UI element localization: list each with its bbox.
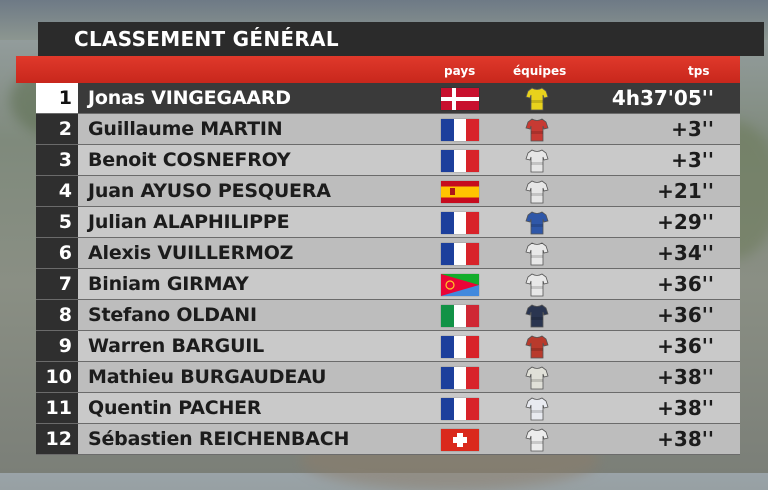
france-flag-icon [441, 336, 479, 358]
switzerland-flag-icon [441, 429, 479, 451]
time-gap: +3'' [671, 148, 714, 172]
eritrea-flag-icon [441, 274, 479, 296]
rider-name: Stefano OLDANI [88, 304, 257, 326]
standings-row: 5 Julian ALAPHILIPPE +29'' [36, 207, 740, 238]
team-jersey-icon [525, 117, 549, 143]
rider-name: Alexis VUILLERMOZ [88, 242, 294, 264]
standings-rows: 1 Jonas VINGEGAARD 4h37'05'' 2 Guillaume… [36, 83, 740, 455]
team-jersey-icon [525, 427, 549, 453]
time-gap: +29'' [657, 210, 714, 234]
france-flag-icon [441, 150, 479, 172]
team-jersey-icon [525, 179, 549, 205]
france-flag-icon [441, 119, 479, 141]
rider-name: Benoit COSNEFROY [88, 149, 291, 171]
time-gap: +36'' [657, 303, 714, 327]
rank-cell: 8 [36, 300, 78, 330]
rank-cell: 10 [36, 362, 78, 392]
team-jersey-icon [525, 272, 549, 298]
team-jersey-icon [525, 241, 549, 267]
standings-row: 11 Quentin PACHER +38'' [36, 393, 740, 424]
rank-cell: 1 [36, 83, 78, 113]
rider-name: Warren BARGUIL [88, 335, 265, 357]
france-flag-icon [441, 398, 479, 420]
standings-row: 9 Warren BARGUIL +36'' [36, 331, 740, 362]
time-gap: +3'' [671, 117, 714, 141]
standings-title: CLASSEMENT GÉNÉRAL [38, 22, 764, 56]
standings-row: 10 Mathieu BURGAUDEAU +38'' [36, 362, 740, 393]
rank-cell: 3 [36, 145, 78, 175]
rider-name: Juan AYUSO PESQUERA [88, 180, 331, 202]
team-jersey-icon [525, 365, 549, 391]
standings-row: 4 Juan AYUSO PESQUERA +21'' [36, 176, 740, 207]
rider-name: Quentin PACHER [88, 397, 262, 419]
standings-row: 8 Stefano OLDANI +36'' [36, 300, 740, 331]
standings-row: 12 Sébastien REICHENBACH +38'' [36, 424, 740, 455]
italy-flag-icon [441, 305, 479, 327]
rider-name: Mathieu BURGAUDEAU [88, 366, 327, 388]
time-gap: +38'' [657, 365, 714, 389]
time-gap: +36'' [657, 272, 714, 296]
team-jersey-icon [525, 334, 549, 360]
rank-cell: 12 [36, 424, 78, 454]
rider-name: Julian ALAPHILIPPE [88, 211, 290, 233]
denmark-flag-icon [441, 88, 479, 110]
team-jersey-icon [525, 210, 549, 236]
rank-cell: 2 [36, 114, 78, 144]
column-header-pays: pays [444, 64, 476, 78]
rider-name: Sébastien REICHENBACH [88, 428, 350, 450]
rank-cell: 9 [36, 331, 78, 361]
rank-cell: 11 [36, 393, 78, 423]
standings-row: 1 Jonas VINGEGAARD 4h37'05'' [36, 83, 740, 114]
rider-name: Guillaume MARTIN [88, 118, 283, 140]
rider-name: Biniam GIRMAY [88, 273, 249, 295]
standings-row: 7 Biniam GIRMAY +36'' [36, 269, 740, 300]
standings-panel: pays équipes tps 1 Jonas VINGEGAARD 4h37… [16, 56, 740, 456]
rank-cell: 7 [36, 269, 78, 299]
column-header-tps: tps [688, 64, 710, 78]
time-gap: +21'' [657, 179, 714, 203]
standings-row: 2 Guillaume MARTIN +3'' [36, 114, 740, 145]
france-flag-icon [441, 243, 479, 265]
time-gap: +34'' [657, 241, 714, 265]
standings-row: 6 Alexis VUILLERMOZ +34'' [36, 238, 740, 269]
spain-flag-icon [441, 181, 479, 203]
france-flag-icon [441, 367, 479, 389]
france-flag-icon [441, 212, 479, 234]
standings-row: 3 Benoit COSNEFROY +3'' [36, 145, 740, 176]
column-header-equipes: équipes [513, 64, 567, 78]
rank-cell: 4 [36, 176, 78, 206]
time-gap: +38'' [657, 396, 714, 420]
rank-cell: 6 [36, 238, 78, 268]
time-gap: +36'' [657, 334, 714, 358]
team-jersey-icon [525, 303, 549, 329]
team-jersey-icon [525, 396, 549, 422]
column-header-bar: pays équipes tps [16, 56, 740, 83]
time-gap: 4h37'05'' [611, 86, 714, 110]
time-gap: +38'' [657, 427, 714, 451]
team-jersey-icon [525, 148, 549, 174]
team-jersey-icon [525, 86, 549, 112]
rider-name: Jonas VINGEGAARD [88, 87, 291, 109]
rank-cell: 5 [36, 207, 78, 237]
